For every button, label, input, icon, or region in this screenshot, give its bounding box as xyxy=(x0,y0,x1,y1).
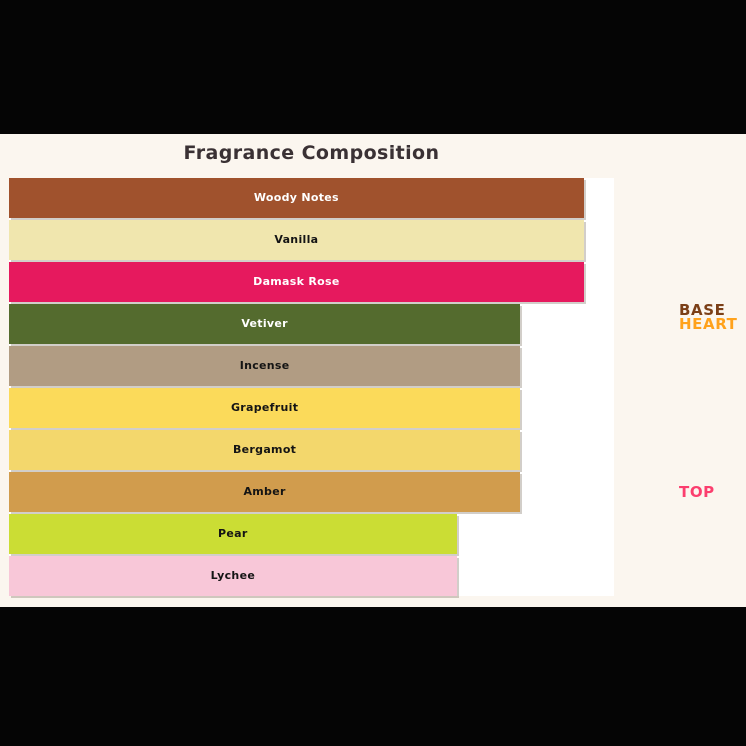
bar-bergamot: Bergamot xyxy=(9,429,521,470)
bar-lychee: Lychee xyxy=(9,555,457,596)
bar-label: Grapefruit xyxy=(230,400,299,414)
bar-label: Amber xyxy=(243,484,286,498)
bar-woody-notes: Woody Notes xyxy=(9,178,584,218)
bar-label: Woody Notes xyxy=(253,191,339,204)
bar-label: Damask Rose xyxy=(253,274,340,288)
group-label-base: BASE xyxy=(679,301,726,319)
bar-incense: Incense xyxy=(9,345,521,386)
chart-title: Fragrance Composition xyxy=(183,142,440,164)
bar-label: Incense xyxy=(239,358,290,372)
bar-label: Vetiver xyxy=(241,316,288,330)
bar-vetiver: Vetiver xyxy=(9,303,521,344)
bar-amber: Amber xyxy=(9,471,521,512)
plot-area: Woody Notes Vanilla Damask Rose Vetiver Ince… xyxy=(9,178,614,596)
bar-vanilla: Vanilla xyxy=(9,219,584,260)
bar-label: Bergamot xyxy=(232,442,297,456)
bar-label: Vanilla xyxy=(274,232,319,246)
chart-panel: Fragrance Composition Woody Notes Vanilla… xyxy=(0,134,746,607)
bar-pear: Pear xyxy=(9,513,457,554)
bar-damask-rose: Damask Rose xyxy=(9,261,584,302)
group-label-top: TOP xyxy=(679,483,715,501)
bar-label: Pear xyxy=(218,526,248,540)
bar-grapefruit: Grapefruit xyxy=(9,387,521,428)
bar-label: Lychee xyxy=(210,568,256,582)
group-label-heart: HEART xyxy=(679,315,738,333)
